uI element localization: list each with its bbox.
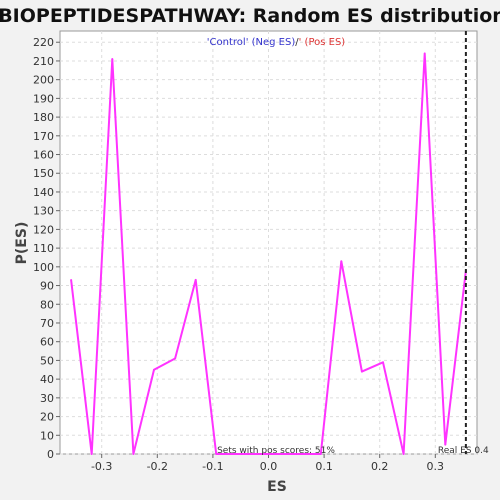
x-axis: -0.3 -0.2 -0.1 0.0 0.1 0.2 0.3 [91,454,444,473]
data-point [278,453,280,455]
y-tick-label: 130 [33,205,54,218]
data-point [174,357,176,360]
y-tick-label: 120 [33,223,54,236]
series-layer [70,52,467,455]
y-tick-label: 210 [33,55,54,68]
x-tick-label: 0.1 [315,460,333,473]
y-tick-label: 220 [33,36,54,49]
y-tick-label: 170 [33,130,54,143]
y-tick-label: 160 [33,149,54,162]
real-es-layer: Real ES 0.4 [438,31,489,456]
x-tick-label: -0.2 [147,460,168,473]
y-tick-label: 30 [40,392,54,405]
data-point [111,58,114,60]
data-point [132,453,135,455]
y-tick-label: 110 [33,242,54,255]
y-tick-label: 180 [33,111,54,124]
data-point [257,453,259,455]
y-axis: 0 10 20 30 40 50 60 70 80 90 100 110 120 130 140 150 160… [33,36,60,461]
legend-neg-label: 'Control' (Neg ES) [207,37,296,48]
data-point [423,52,426,55]
data-point [444,443,447,446]
data-point [361,370,363,373]
data-point [153,368,155,371]
y-tick-label: 190 [33,92,54,105]
y-tick-label: 90 [40,280,54,293]
real-es-label: Real ES 0.4 [438,446,489,456]
x-tick-label: 0.3 [427,460,445,473]
data-point [194,279,197,281]
y-tick-label: 20 [40,411,54,424]
y-tick-label: 100 [33,261,54,274]
data-point [340,260,343,263]
x-tick-label: 0.2 [371,460,389,473]
y-tick-label: 150 [33,167,54,180]
y-tick-label: 80 [40,298,54,311]
data-point [382,361,384,364]
y-tick-label: 0 [47,448,54,461]
data-point [298,453,301,455]
x-tick-label: -0.1 [202,460,223,473]
series-line [70,52,467,455]
data-point [236,453,239,455]
y-tick-label: 70 [40,317,54,330]
data-point [319,453,322,455]
x-tick-label: 0.0 [260,460,278,473]
y-tick-label: 10 [40,429,54,442]
y-axis-label: P(ES) [14,222,30,265]
legend-pos-label: ' (Pos ES) [299,37,346,48]
x-tick-label: -0.3 [91,460,112,473]
data-point [215,453,218,455]
legend-separator: / [295,37,299,48]
y-tick-label: 40 [40,373,54,386]
y-tick-label: 50 [40,354,54,367]
y-tick-label: 140 [33,186,54,199]
x-axis-label: ES [267,479,287,495]
pos-scores-annotation: Sets with pos scores: 51% [217,446,335,456]
data-point [402,453,405,455]
y-tick-label: 200 [33,74,54,87]
legend: 'Control' (Neg ES)/' (Pos ES) [207,37,346,48]
chart-title: BIOPEPTIDESPATHWAY: Random ES distributi… [0,5,500,27]
y-tick-label: 60 [40,336,54,349]
data-point [90,453,93,455]
data-point [70,279,73,281]
